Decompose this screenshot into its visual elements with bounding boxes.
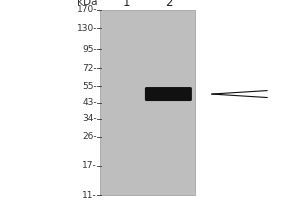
Text: 43-: 43-	[82, 98, 97, 107]
Text: 26-: 26-	[82, 132, 97, 141]
Text: kDa: kDa	[76, 0, 97, 7]
Text: 72-: 72-	[82, 64, 97, 73]
Text: 95-: 95-	[82, 45, 97, 54]
Text: 34-: 34-	[82, 114, 97, 123]
Text: 11-: 11-	[82, 190, 97, 200]
FancyBboxPatch shape	[145, 87, 192, 101]
Bar	[100, 10, 195, 195]
Text: 17-: 17-	[82, 161, 97, 170]
Text: 2: 2	[165, 0, 172, 8]
Text: 1: 1	[123, 0, 130, 8]
Text: 170-: 170-	[76, 5, 97, 15]
Text: 55-: 55-	[82, 82, 97, 91]
Text: 130-: 130-	[76, 24, 97, 33]
